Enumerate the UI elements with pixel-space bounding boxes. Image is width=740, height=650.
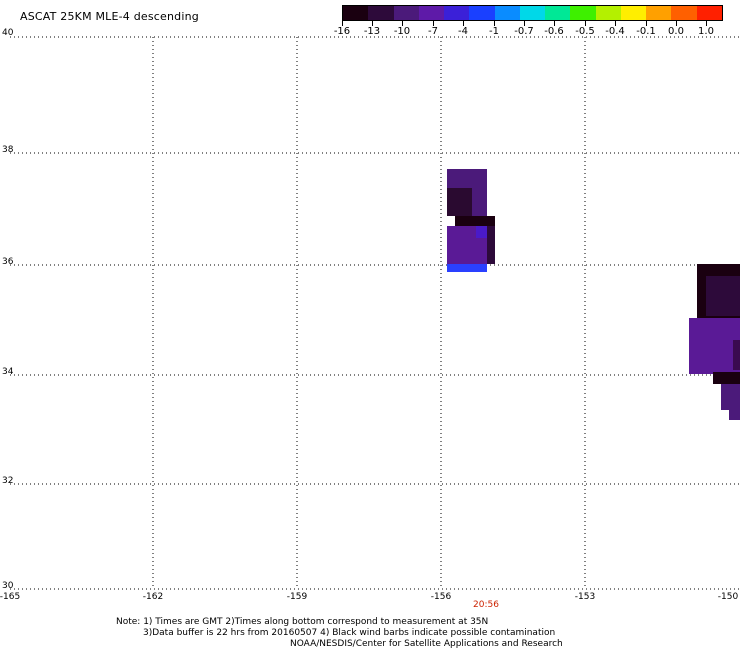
- data-cell: [733, 340, 740, 370]
- lat-label-32: 32: [2, 476, 14, 486]
- lon-label-153: -153: [574, 592, 596, 602]
- data-cell: [447, 188, 472, 216]
- colorbar-label: 1.0: [698, 26, 714, 37]
- data-cell: [447, 264, 487, 272]
- note-line-2: 3)Data buffer is 22 hrs from 20160507 4)…: [143, 628, 556, 638]
- colorbar-segment: [368, 6, 394, 20]
- colorbar-label: -13: [363, 26, 381, 37]
- colorbar-segment: [671, 6, 697, 20]
- colorbar-segment: [545, 6, 571, 20]
- colorbar: [342, 5, 723, 21]
- colorbar-segment: [570, 6, 596, 20]
- colorbar-label: -0.5: [575, 26, 595, 37]
- colorbar-label: -16: [333, 26, 351, 37]
- lat-label-36: 36: [2, 257, 14, 267]
- swath-cells-east: [689, 264, 740, 420]
- colorbar-label: -4: [458, 26, 468, 37]
- data-cell: [721, 384, 740, 410]
- lat-label-34: 34: [2, 367, 14, 377]
- data-cell: [487, 226, 495, 264]
- colorbar-label: -0.6: [544, 26, 564, 37]
- lat-label-30: 30: [2, 581, 14, 591]
- lon-label-165: -165: [0, 592, 21, 602]
- colorbar-label: -0.1: [636, 26, 656, 37]
- note-line-1: Note: 1) Times are GMT 2)Times along bot…: [116, 617, 489, 627]
- grid-lines: [10, 36, 740, 590]
- swath-cells-west: [447, 169, 495, 272]
- data-cell: [689, 318, 740, 374]
- lat-label-38: 38: [2, 145, 14, 155]
- pass-time-label: 20:56: [473, 600, 499, 610]
- lon-label-162: -162: [142, 592, 164, 602]
- colorbar-segment: [519, 6, 546, 20]
- data-cell: [706, 276, 740, 316]
- lon-label-150: -150: [717, 592, 739, 602]
- colorbar-label: -10: [393, 26, 411, 37]
- lon-label-156: -156: [430, 592, 452, 602]
- colorbar-segment: [393, 6, 419, 20]
- data-cell: [729, 408, 740, 420]
- map-title: ASCAT 25KM MLE-4 descending: [20, 10, 199, 23]
- lat-label-40: 40: [2, 28, 14, 38]
- colorbar-segment: [620, 6, 647, 20]
- note-line-3: NOAA/NESDIS/Center for Satellite Applica…: [290, 639, 563, 649]
- data-cell: [472, 188, 487, 216]
- colorbar-segment: [418, 6, 445, 20]
- colorbar-segment: [444, 6, 470, 20]
- data-cell: [476, 226, 488, 238]
- data-cell: [455, 216, 495, 226]
- colorbar-label: 0.0: [668, 26, 684, 37]
- lon-label-159: -159: [286, 592, 308, 602]
- colorbar-segment: [469, 6, 495, 20]
- colorbar-segment: [595, 6, 621, 20]
- colorbar-ticks: [342, 21, 707, 26]
- colorbar-segment: [646, 6, 672, 20]
- colorbar-label: -1: [489, 26, 499, 37]
- colorbar-segment: [494, 6, 520, 20]
- colorbar-label: -7: [428, 26, 438, 37]
- data-cell: [713, 372, 740, 384]
- colorbar-segment: [343, 6, 369, 20]
- data-cell: [447, 169, 487, 189]
- colorbar-label: -0.7: [514, 26, 534, 37]
- colorbar-segment: [696, 6, 722, 20]
- colorbar-label: -0.4: [605, 26, 625, 37]
